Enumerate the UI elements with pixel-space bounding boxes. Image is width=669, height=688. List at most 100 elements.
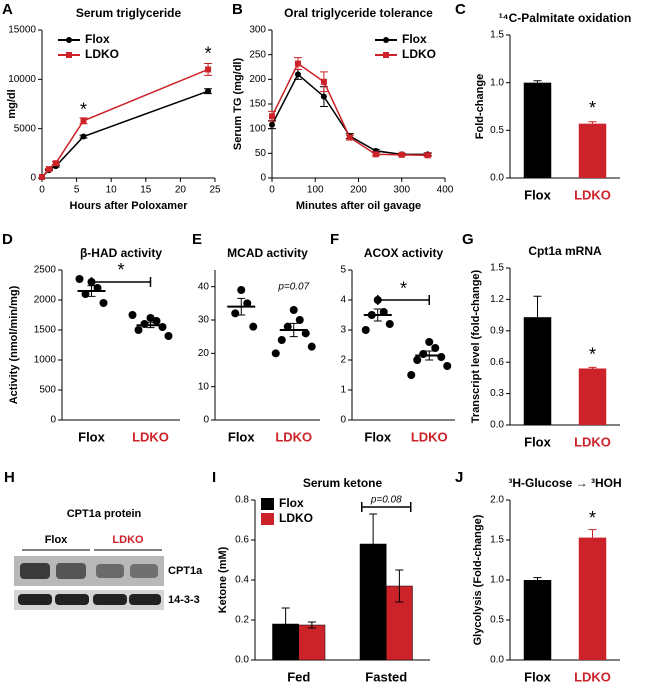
y-tick-label: 3 bbox=[340, 325, 346, 336]
x-tick-label: 15 bbox=[140, 185, 152, 196]
x-axis-label: Hours after Poloxamer bbox=[70, 200, 189, 212]
x-tick-label: 25 bbox=[209, 185, 221, 196]
error-bar bbox=[533, 80, 542, 83]
x-tick-label: Flox bbox=[524, 187, 551, 202]
y-tick-label: 50 bbox=[255, 148, 267, 159]
x-tick-label: Fasted bbox=[365, 669, 407, 684]
y-tick-label: 1.5 bbox=[490, 30, 504, 41]
legend-marker bbox=[383, 37, 389, 43]
y-tick-label: 15000 bbox=[8, 25, 36, 36]
bar bbox=[523, 82, 552, 178]
point bbox=[231, 309, 240, 318]
point bbox=[407, 371, 416, 379]
annotation: * bbox=[205, 43, 212, 63]
x-tick-label: 400 bbox=[437, 185, 454, 196]
x-tick-label: LDKO bbox=[411, 429, 448, 444]
point bbox=[295, 316, 304, 324]
point bbox=[237, 286, 246, 294]
significance-bracket bbox=[90, 277, 152, 287]
x-tick-label: Fed bbox=[287, 669, 310, 684]
panel-letter: I bbox=[212, 469, 216, 486]
x-tick-label: Flox bbox=[78, 429, 105, 444]
x-tick-label: LDKO bbox=[132, 429, 169, 444]
annotation: p=0.08 bbox=[370, 495, 402, 506]
western-blot: H CPT1a protein Flox LDKO CPT1a 14-3-3 bbox=[4, 469, 203, 610]
error-bar bbox=[369, 513, 378, 575]
chart-title: Oral triglyceride tolerance bbox=[284, 6, 433, 20]
y-tick-label: 10 bbox=[198, 381, 210, 392]
blot-band bbox=[129, 594, 161, 605]
y-axis-label: Activity (nmol/min/mg) bbox=[8, 285, 20, 404]
point bbox=[80, 133, 87, 140]
point bbox=[249, 322, 258, 331]
blot-band bbox=[93, 594, 127, 605]
point bbox=[75, 275, 84, 283]
blot-band bbox=[18, 594, 52, 605]
panel-letter: G bbox=[462, 231, 474, 248]
y-tick-label: 4 bbox=[340, 295, 346, 306]
y-tick-label: 40 bbox=[198, 281, 210, 292]
blot-band bbox=[130, 564, 158, 578]
point bbox=[425, 338, 434, 346]
legend-label: Flox bbox=[85, 32, 110, 46]
y-tick-label: 2500 bbox=[34, 265, 57, 276]
chart-title: Serum ketone bbox=[303, 476, 383, 490]
point bbox=[164, 332, 173, 340]
point bbox=[294, 71, 301, 78]
point bbox=[205, 66, 212, 73]
bar bbox=[578, 368, 607, 425]
point bbox=[398, 151, 405, 158]
point bbox=[385, 320, 394, 328]
blot-group: Flox bbox=[45, 534, 68, 546]
y-tick-label: 0.0 bbox=[235, 655, 249, 666]
y-tick-label: 2.0 bbox=[490, 495, 504, 506]
x-tick-label: Flox bbox=[364, 429, 391, 444]
point bbox=[39, 174, 45, 181]
blot-band bbox=[20, 563, 50, 579]
y-axis-label: mg/dl bbox=[6, 89, 18, 118]
legend-marker bbox=[66, 52, 72, 58]
point bbox=[277, 336, 286, 344]
chart-title: ³H-Glucose → ³HOH bbox=[508, 476, 621, 490]
x-tick-label: 200 bbox=[350, 185, 367, 196]
point bbox=[140, 320, 149, 328]
y-tick-label: 0.0 bbox=[490, 420, 504, 431]
point bbox=[128, 311, 137, 319]
y-tick-label: 1.2 bbox=[490, 294, 504, 305]
line bbox=[271, 73, 428, 156]
point bbox=[146, 314, 155, 322]
x-tick-label: LDKO bbox=[574, 187, 611, 202]
bar bbox=[578, 537, 607, 660]
error-bar bbox=[588, 121, 597, 124]
point bbox=[424, 152, 431, 159]
error-bar bbox=[373, 308, 382, 322]
y-tick-label: 30 bbox=[198, 315, 210, 326]
y-tick-label: 0 bbox=[340, 415, 346, 426]
y-axis-label: Serum TG (mg/dl) bbox=[232, 58, 244, 151]
point bbox=[289, 306, 298, 314]
point bbox=[80, 117, 87, 124]
annotation: * bbox=[589, 345, 596, 365]
y-tick-label: 0 bbox=[50, 415, 56, 426]
x-tick-label: 20 bbox=[175, 185, 187, 196]
y-tick-label: 1.0 bbox=[490, 77, 504, 88]
point bbox=[437, 353, 446, 361]
error-bar bbox=[281, 607, 290, 641]
panel-letter: C bbox=[455, 1, 466, 18]
error-bar bbox=[237, 297, 246, 316]
x-tick-label: 300 bbox=[393, 185, 410, 196]
bar bbox=[578, 123, 607, 178]
x-tick-label: 5 bbox=[74, 185, 80, 196]
chart-title: ¹⁴C-Palmitate oxidation bbox=[499, 11, 632, 25]
legend-swatch bbox=[261, 498, 274, 510]
y-tick-label: 0.3 bbox=[490, 388, 504, 399]
blot-band bbox=[56, 563, 86, 579]
legend-swatch bbox=[261, 513, 274, 525]
chart-title: Cpt1a mRNA bbox=[528, 244, 602, 258]
error-bar bbox=[588, 529, 597, 538]
point bbox=[283, 322, 292, 331]
x-tick-label: 0 bbox=[269, 185, 275, 196]
y-tick-label: 20 bbox=[198, 348, 210, 359]
point bbox=[52, 160, 59, 167]
